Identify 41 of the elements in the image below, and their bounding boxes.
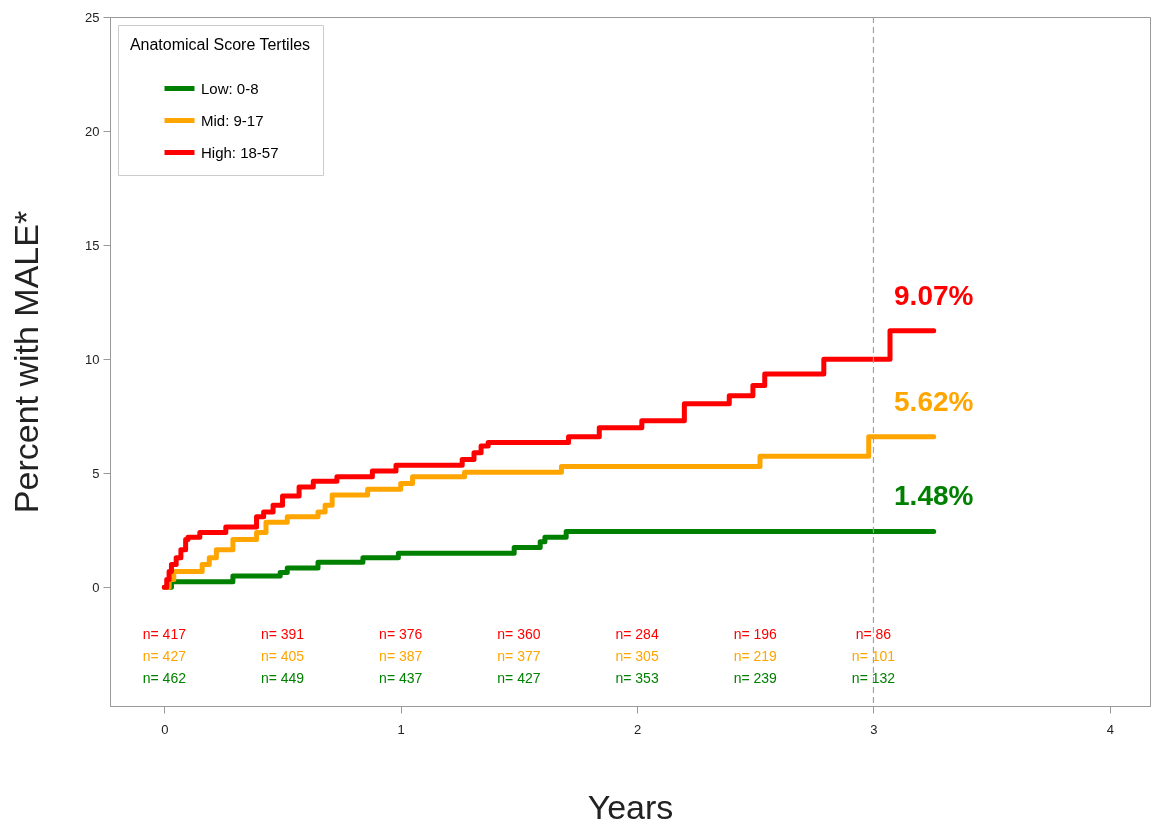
legend-label: Low: 0-8 [201, 79, 259, 97]
x-tick-label: 0 [161, 721, 169, 737]
annotation: n= 86 [855, 626, 892, 643]
annotation: n= 377 [497, 648, 541, 665]
x-tick-label: 2 [633, 721, 642, 737]
annotation: 5.62% [894, 385, 974, 417]
annotation: n= 360 [497, 626, 541, 643]
annotation: n= 405 [260, 648, 305, 665]
annotation: n= 376 [379, 626, 423, 643]
y-tick-label: 10 [85, 351, 100, 367]
x-tick-label: 3 [870, 721, 878, 737]
annotation: n= 437 [379, 670, 423, 687]
annotation: n= 387 [379, 648, 423, 665]
y-tick-label: 25 [85, 9, 100, 25]
x-axis-title: Years [587, 787, 674, 826]
annotation: n= 449 [260, 670, 305, 687]
y-tick-label: 0 [92, 579, 100, 595]
legend-title: Anatomical Score Tertiles [129, 36, 311, 53]
y-tick-label: 5 [92, 465, 100, 481]
annotation: n= 219 [733, 648, 778, 665]
annotation: n= 353 [615, 670, 659, 687]
legend-label: High: 18-57 [201, 143, 279, 161]
annotation: n= 462 [142, 670, 187, 687]
annotation: n= 196 [733, 626, 778, 643]
annotation: n= 427 [142, 648, 187, 665]
annotation: n= 132 [851, 670, 896, 687]
annotation: n= 391 [260, 626, 305, 643]
y-tick-label: 15 [85, 237, 100, 253]
y-axis-title: Percent with MALE* [7, 210, 46, 514]
x-tick-label: 4 [1106, 721, 1114, 737]
annotation: n= 427 [497, 670, 541, 687]
annotation: 9.07% [894, 279, 974, 311]
legend-label: Mid: 9-17 [201, 111, 264, 129]
x-tick-label: 1 [397, 721, 405, 737]
y-tick-label: 20 [85, 123, 100, 139]
annotation: n= 284 [615, 626, 659, 643]
annotation: n= 101 [851, 648, 896, 665]
annotation: n= 305 [615, 648, 659, 665]
annotation: n= 417 [142, 626, 187, 643]
annotation: n= 239 [733, 670, 778, 687]
annotation: 1.48% [894, 480, 974, 512]
